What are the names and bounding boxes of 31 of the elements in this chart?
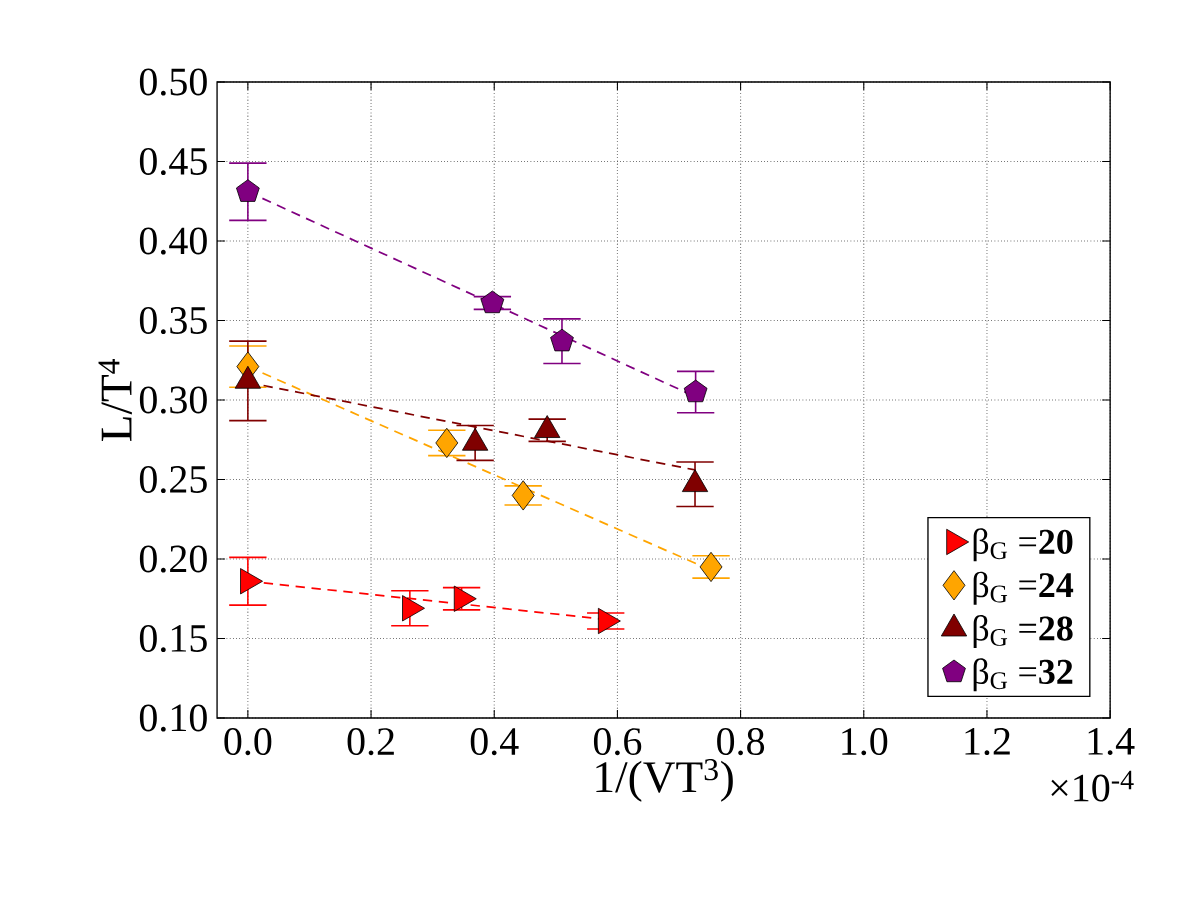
y-tick-label: 0.20 (139, 545, 207, 573)
y-tick-label: 0.45 (139, 147, 207, 176)
point (699, 551, 723, 583)
x-tick-label: 1.0 (842, 728, 888, 756)
text: ×10$^{-4}$ (1051, 770, 1134, 802)
x-tick-label: 0.4 (470, 728, 519, 756)
x-tick-label: 0.8 (717, 728, 765, 756)
point (511, 480, 535, 511)
x-tick-label: 0.2 (347, 728, 394, 756)
legend-label: β$_{G}$ =28 (973, 614, 1073, 648)
x-axis-title: 1/(VT$^{3}$) (596, 759, 733, 802)
x-tick-label: 1.4 (1088, 728, 1135, 756)
x-tick-label: 0.0 (224, 728, 272, 756)
legend-label: β$_{G}$ =20 (973, 528, 1073, 562)
x-tick-label: 0.6 (593, 728, 642, 756)
point (683, 379, 708, 403)
y-tick-label: 0.40 (139, 227, 207, 255)
point (236, 179, 260, 202)
point (435, 427, 459, 458)
y-axis-title: L/T$^{4}$ (98, 358, 132, 441)
legend-label: β$_{G}$ =32 (973, 658, 1073, 692)
y-tick-label: 0.30 (139, 386, 207, 414)
point (480, 290, 505, 314)
y-tick-label: 0.15 (139, 624, 207, 653)
y-tick-label: 0.50 (139, 68, 207, 96)
y-tick-label: 0.25 (139, 465, 207, 494)
y-tick-label: 0.10 (139, 704, 207, 732)
x-tick-label: 1.2 (965, 728, 1010, 756)
legend-label: β$_{G}$ =24 (973, 571, 1074, 605)
y-tick-label: 0.35 (139, 306, 207, 335)
point (550, 328, 574, 352)
